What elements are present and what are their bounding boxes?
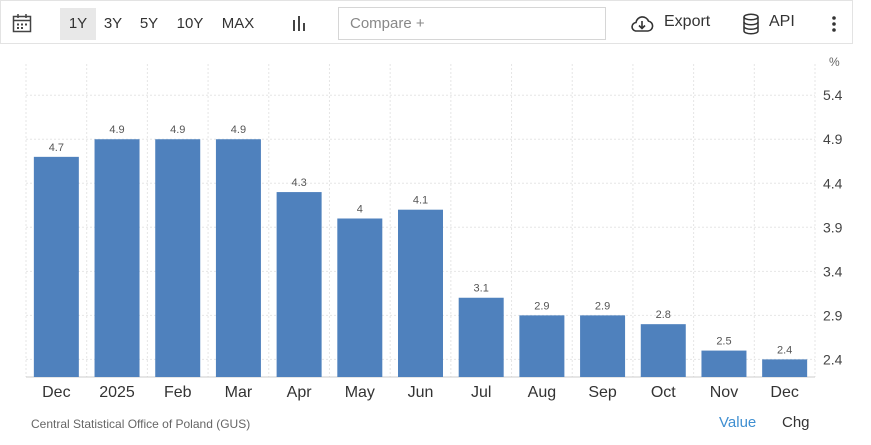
y-tick-label: 3.9 bbox=[823, 219, 843, 235]
data-label: 3.1 bbox=[474, 283, 489, 295]
x-tick-label: Oct bbox=[651, 384, 676, 401]
data-label: 2.4 bbox=[777, 344, 792, 356]
data-label: 4.3 bbox=[291, 177, 306, 189]
range-1y-button[interactable]: 1Y bbox=[60, 8, 96, 40]
bar bbox=[94, 139, 140, 377]
range-max-button[interactable]: MAX bbox=[221, 15, 255, 32]
data-label: 4.9 bbox=[170, 124, 185, 136]
x-tick-label: 2025 bbox=[99, 384, 135, 401]
y-tick-label: 5.4 bbox=[823, 87, 843, 103]
x-tick-label: Aug bbox=[528, 384, 556, 401]
x-tick-label: May bbox=[345, 384, 375, 401]
cloud-download-icon[interactable] bbox=[629, 14, 655, 34]
y-tick-label: 3.4 bbox=[823, 263, 843, 279]
x-tick-label: Dec bbox=[42, 384, 70, 401]
bar-chart: 2.4 2.9 3.4 3.9 4.4 4.9 5.4% 4.7 Dec 4.9 2025 4.9 Fe… bbox=[25, 55, 843, 401]
bar bbox=[215, 139, 261, 377]
data-label: 4.9 bbox=[231, 124, 246, 136]
y-tick-label: 4.9 bbox=[823, 131, 843, 147]
x-tick-label: Nov bbox=[710, 384, 738, 401]
x-tick-label: Jun bbox=[408, 384, 434, 401]
export-button[interactable]: Export bbox=[664, 13, 711, 30]
y-tick-label: 2.9 bbox=[823, 307, 843, 323]
data-label: 2.5 bbox=[716, 336, 731, 348]
data-label: 4 bbox=[357, 203, 363, 215]
y-tick-label: 2.4 bbox=[823, 351, 843, 367]
data-label: 4.1 bbox=[413, 195, 428, 207]
bar bbox=[580, 315, 626, 377]
range-10y-button[interactable]: 10Y bbox=[176, 15, 204, 32]
bar bbox=[762, 359, 808, 377]
range-3y-button[interactable]: 3Y bbox=[103, 15, 123, 32]
data-label: 2.9 bbox=[595, 300, 610, 312]
bar bbox=[458, 297, 504, 377]
y-tick-label: 4.4 bbox=[823, 175, 843, 191]
data-label: 2.9 bbox=[534, 300, 549, 312]
chg-toggle[interactable]: Chg bbox=[782, 414, 810, 431]
bar bbox=[701, 350, 747, 377]
x-tick-label: Feb bbox=[164, 384, 192, 401]
compare-input[interactable] bbox=[338, 7, 606, 40]
source-label: Central Statistical Office of Poland (GU… bbox=[31, 417, 251, 431]
bar bbox=[519, 315, 565, 377]
range-5y-button[interactable]: 5Y bbox=[139, 15, 159, 32]
data-label: 4.7 bbox=[49, 142, 64, 154]
x-tick-label: Jul bbox=[471, 384, 491, 401]
more-vertical-icon[interactable] bbox=[829, 14, 839, 34]
bar bbox=[155, 139, 201, 377]
bar bbox=[398, 209, 443, 377]
bar-chart-icon[interactable] bbox=[290, 13, 310, 33]
calendar-icon[interactable] bbox=[12, 13, 32, 33]
chart-toolbar: 1Y 3Y 5Y 10Y MAX Export API bbox=[0, 0, 853, 44]
database-icon[interactable] bbox=[742, 13, 760, 35]
data-label: 2.8 bbox=[656, 309, 671, 321]
x-tick-label: Mar bbox=[225, 384, 253, 401]
api-button[interactable]: API bbox=[769, 13, 795, 30]
x-tick-label: Dec bbox=[770, 384, 798, 401]
value-toggle[interactable]: Value bbox=[719, 414, 757, 431]
bar bbox=[337, 218, 383, 377]
data-label: 4.9 bbox=[109, 124, 124, 136]
bar bbox=[640, 324, 686, 377]
bar bbox=[276, 192, 322, 377]
x-tick-label: Sep bbox=[588, 384, 617, 401]
y-unit-label: % bbox=[829, 55, 840, 69]
x-tick-label: Apr bbox=[287, 384, 313, 401]
bar bbox=[33, 156, 79, 377]
